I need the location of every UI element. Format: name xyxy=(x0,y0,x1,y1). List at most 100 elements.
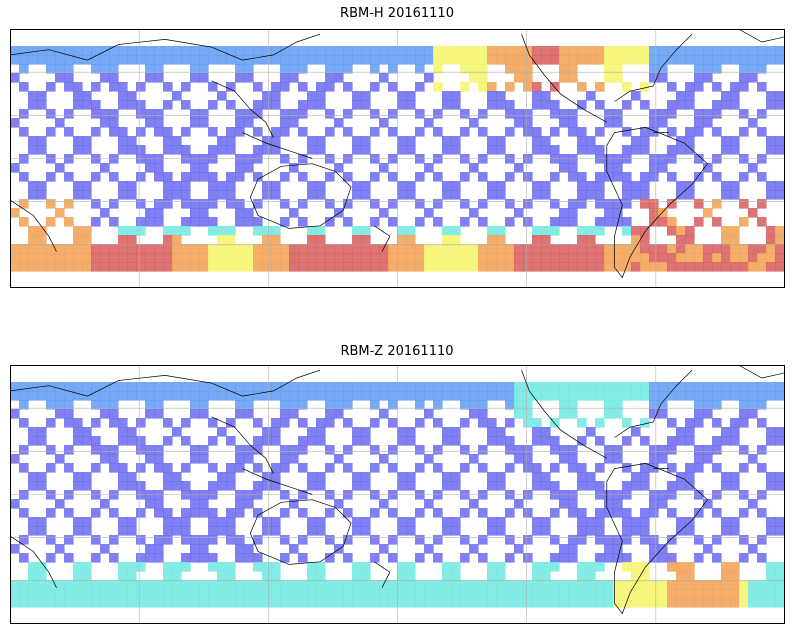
swath-cell xyxy=(676,226,686,236)
swath-cell xyxy=(361,589,371,599)
swath-cell xyxy=(100,118,110,128)
swath-cell xyxy=(604,73,614,83)
swath-cell xyxy=(658,382,668,392)
swath-cell xyxy=(424,55,434,65)
swath-cell xyxy=(469,382,479,392)
swath-cell xyxy=(136,481,146,491)
swath-cell xyxy=(316,190,326,200)
swath-cell xyxy=(451,145,461,155)
swath-cell xyxy=(532,226,542,236)
swath-cell xyxy=(208,418,218,428)
swath-cell xyxy=(469,46,479,56)
swath-cell xyxy=(595,46,605,56)
swath-cell xyxy=(424,262,434,272)
swath-cell xyxy=(739,82,749,92)
swath-cell xyxy=(586,91,596,101)
swath-cell xyxy=(523,109,533,119)
swath-cell xyxy=(10,208,20,218)
swath-cell xyxy=(145,445,155,455)
swath-cell xyxy=(685,589,695,599)
swath-cell xyxy=(505,436,515,446)
swath-cell xyxy=(181,55,191,65)
swath-cell xyxy=(343,217,353,227)
swath-cell xyxy=(442,181,452,191)
swath-cell xyxy=(136,562,146,572)
swath-cell xyxy=(163,145,173,155)
swath-cell xyxy=(487,253,497,263)
swath-cell xyxy=(100,55,110,65)
swath-cell xyxy=(46,589,56,599)
swath-cell xyxy=(442,253,452,263)
swath-cell xyxy=(100,499,110,509)
swath-cell xyxy=(478,172,488,182)
swath-cell xyxy=(154,118,164,128)
swath-cell xyxy=(649,544,659,554)
swath-cell xyxy=(595,253,605,263)
swath-cell xyxy=(577,382,587,392)
swath-cell xyxy=(271,517,281,527)
swath-cell xyxy=(208,262,218,272)
swath-cell xyxy=(352,589,362,599)
swath-cell xyxy=(541,91,551,101)
swath-cell xyxy=(424,244,434,254)
swath-cell xyxy=(73,190,83,200)
swath-cell xyxy=(577,226,587,236)
swath-cell xyxy=(559,253,569,263)
swath-cell xyxy=(118,91,128,101)
swath-cell xyxy=(226,235,236,245)
swath-cell xyxy=(163,382,173,392)
swath-cell xyxy=(82,517,92,527)
swath-cell xyxy=(82,589,92,599)
swath-cell xyxy=(487,91,497,101)
swath-cell xyxy=(496,91,506,101)
swath-cell xyxy=(586,571,596,581)
swath-cell xyxy=(649,445,659,455)
swath-cell xyxy=(163,481,173,491)
swath-cell xyxy=(127,244,137,254)
swath-cell xyxy=(568,244,578,254)
swath-cell xyxy=(316,427,326,437)
swath-cell xyxy=(694,454,704,464)
swath-cell xyxy=(694,535,704,545)
swath-cell xyxy=(721,244,731,254)
swath-cell xyxy=(568,508,578,518)
swath-cell xyxy=(181,598,191,608)
swath-cell xyxy=(757,508,767,518)
swath-cell xyxy=(415,46,425,56)
swath-cell xyxy=(235,580,245,590)
swath-cell xyxy=(487,481,497,491)
swath-cell xyxy=(208,517,218,527)
swath-cell xyxy=(82,562,92,572)
swath-cell xyxy=(631,190,641,200)
swath-cell xyxy=(28,181,38,191)
swath-cell xyxy=(262,235,272,245)
swath-cell xyxy=(712,508,722,518)
swath-cell xyxy=(352,91,362,101)
swath-cell xyxy=(253,46,263,56)
swath-cell xyxy=(136,217,146,227)
swath-cell xyxy=(433,127,443,137)
swath-cell xyxy=(694,244,704,254)
swath-cell xyxy=(622,253,632,263)
swath-cell xyxy=(487,82,497,92)
swath-cell xyxy=(37,190,47,200)
swath-cell xyxy=(253,418,263,428)
swath-cell xyxy=(397,526,407,536)
swath-cell xyxy=(280,262,290,272)
swath-cell xyxy=(289,262,299,272)
swath-cell xyxy=(550,598,560,608)
swath-cell xyxy=(685,382,695,392)
swath-cell xyxy=(172,181,182,191)
swath-cell xyxy=(199,118,209,128)
swath-cell xyxy=(775,235,785,245)
swath-cell xyxy=(19,553,29,563)
swath-cell xyxy=(406,427,416,437)
swath-cell xyxy=(595,100,605,110)
swath-cell xyxy=(757,553,767,563)
swath-cell xyxy=(460,382,470,392)
swath-cell xyxy=(523,445,533,455)
swath-cell xyxy=(505,418,515,428)
swath-cell xyxy=(307,472,317,482)
swath-cell xyxy=(640,262,650,272)
swath-cell xyxy=(514,262,524,272)
